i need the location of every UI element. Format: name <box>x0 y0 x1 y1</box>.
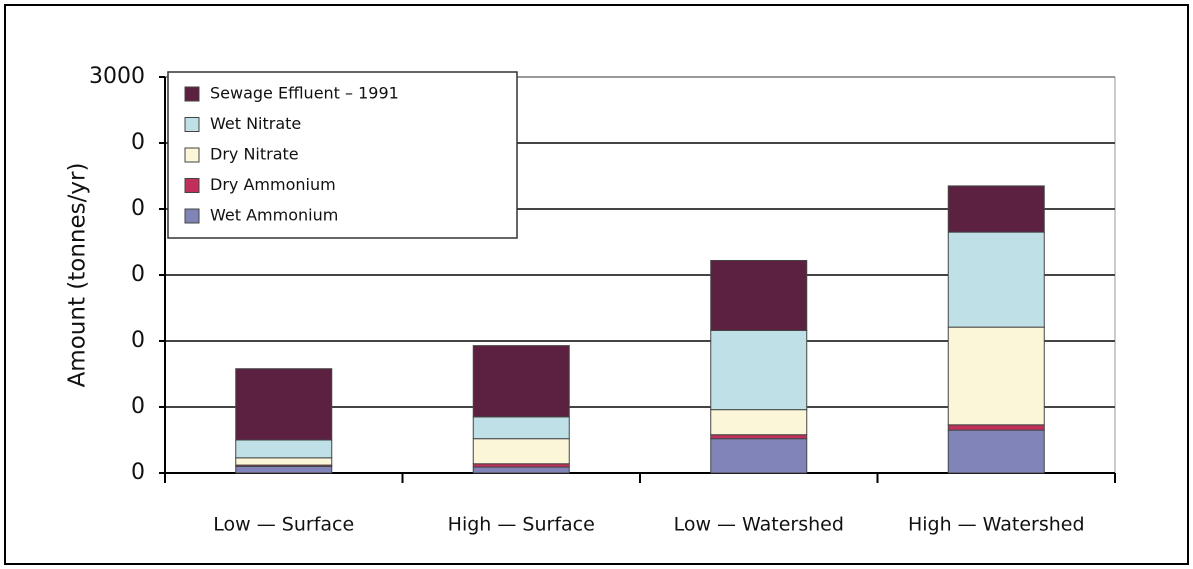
bar-segment <box>710 409 808 436</box>
y-tick-label: 0 <box>131 394 145 419</box>
bar-segment <box>235 368 333 441</box>
bar-segment <box>472 416 570 440</box>
legend-label: Wet Ammonium <box>210 206 338 225</box>
y-axis-label: Amount (tonnes/yr) <box>65 163 91 388</box>
y-tick-label: 0 <box>131 262 145 287</box>
x-tick-label: Low — Surface <box>213 514 354 536</box>
legend-swatch <box>184 117 200 132</box>
legend-swatch <box>184 147 200 163</box>
bar-segment <box>947 231 1045 328</box>
bar-segment <box>947 424 1045 431</box>
bar-segment <box>710 329 808 411</box>
y-tick-label: 0 <box>131 130 145 155</box>
bar-segment <box>472 438 570 465</box>
bar-segment <box>710 259 808 331</box>
legend-label: Sewage Effluent – 1991 <box>210 84 399 103</box>
legend-swatch <box>184 86 200 102</box>
y-tick-label: 0 <box>131 328 145 353</box>
bar-segment <box>947 185 1045 233</box>
legend-box <box>167 71 518 239</box>
bar-segment <box>235 457 333 466</box>
bar-segment <box>472 466 570 474</box>
x-tick-label: Low — Watershed <box>674 514 844 536</box>
x-tick-label: High — Surface <box>448 514 595 536</box>
bar-segment <box>710 438 808 474</box>
y-tick-label: 0 <box>131 460 145 485</box>
y-tick-label: 3000 <box>89 64 145 89</box>
legend-label: Dry Ammonium <box>210 175 336 194</box>
x-tick-label: High — Watershed <box>908 514 1085 536</box>
legend-swatch <box>184 178 200 193</box>
bar-segment <box>710 434 808 440</box>
bar-segment <box>472 345 570 418</box>
y-tick-label: 0 <box>131 196 145 221</box>
legend-label: Wet Nitrate <box>210 114 301 133</box>
bar-segment <box>235 465 333 474</box>
bar-segment <box>947 429 1045 474</box>
bar-segment <box>235 439 333 459</box>
legend-label: Dry Nitrate <box>210 145 299 164</box>
bar-segment <box>947 326 1045 426</box>
legend-swatch <box>184 208 200 224</box>
